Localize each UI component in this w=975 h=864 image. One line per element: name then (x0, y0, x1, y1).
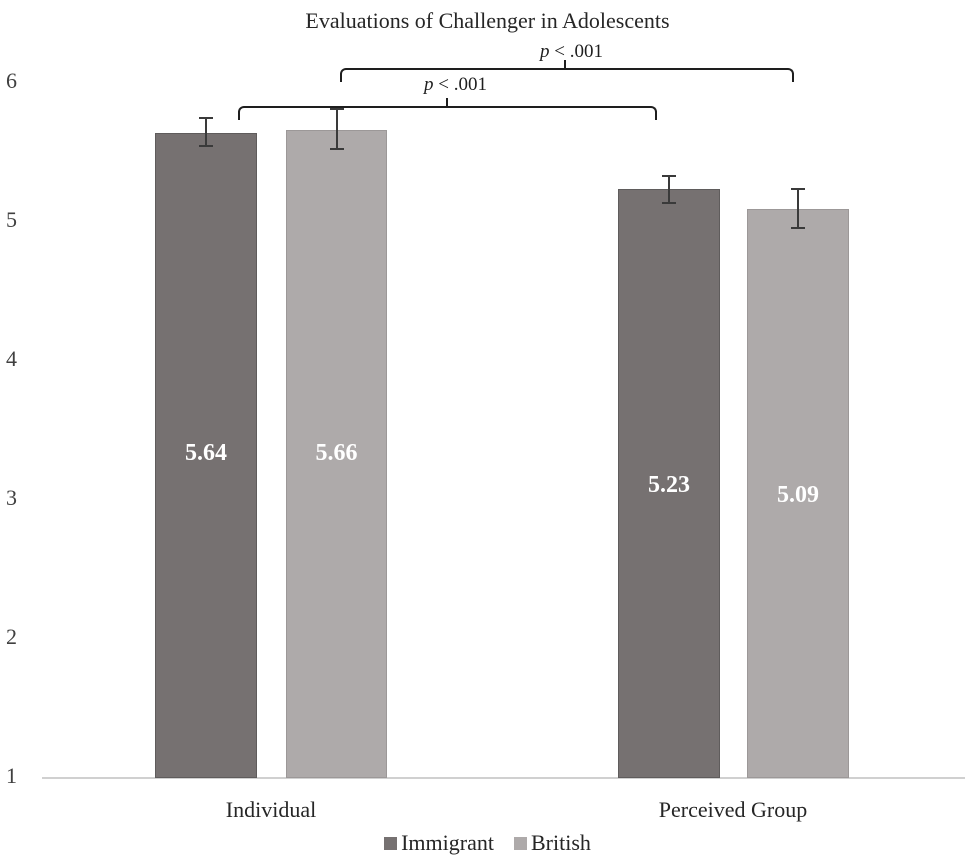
y-tick-1: 1 (6, 763, 17, 788)
y-tick-6: 6 (6, 68, 17, 93)
bar-value-label: 5.66 (315, 440, 358, 466)
legend-item-immigrant: Immigrant (384, 830, 494, 856)
y-tick-4: 4 (6, 346, 17, 371)
legend: Immigrant British (0, 830, 975, 856)
bar-value-label: 5.23 (648, 472, 690, 498)
y-tick-2: 2 (6, 624, 17, 649)
x-label-perceived-group: Perceived Group (658, 797, 808, 822)
bar-individual-british: 5.66 (286, 130, 387, 778)
bar-value-label: 5.64 (185, 440, 227, 466)
bar-group-immigrant: 5.23 (618, 189, 720, 778)
bar-value-label: 5.09 (777, 482, 819, 508)
bar-group-british: 5.09 (747, 209, 849, 778)
bar-individual-immigrant: 5.64 (155, 133, 257, 778)
british-swatch-icon (513, 836, 527, 850)
chart-title: Evaluations of Challenger in Adolescents (305, 8, 670, 33)
immigrant-swatch-icon (384, 836, 398, 850)
y-tick-5: 5 (6, 207, 17, 232)
legend-item-british: British (513, 830, 591, 856)
x-axis-line (42, 777, 965, 779)
p-value-label: p < .001 (424, 74, 487, 95)
y-tick-3: 3 (6, 485, 17, 510)
x-label-individual: Individual (225, 797, 317, 822)
p-value-label: p < .001 (540, 41, 603, 62)
